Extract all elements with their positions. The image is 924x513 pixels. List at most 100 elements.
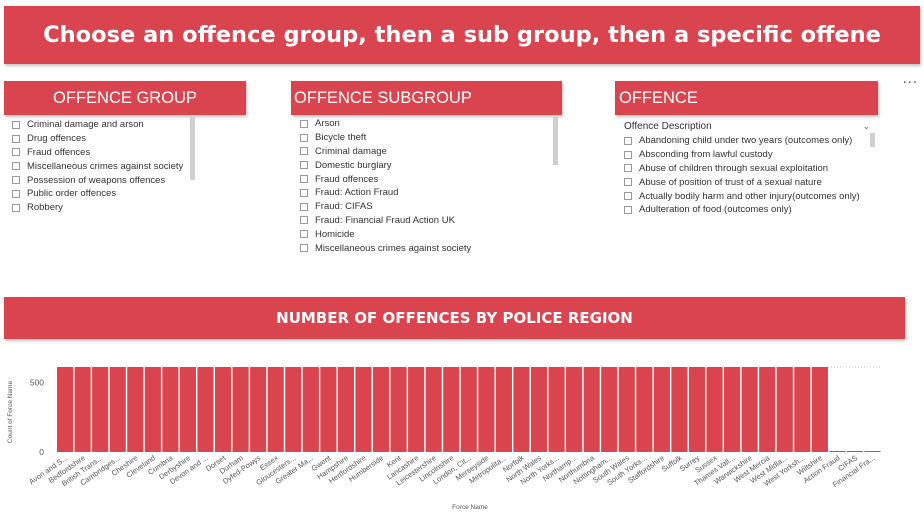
offence-subgroup-item[interactable]: Fraud: Action Fraud xyxy=(300,186,550,200)
offence-group-item-label: Fraud offences xyxy=(27,146,91,158)
offence-item-label: Actually bodily harm and other injury(ou… xyxy=(639,190,860,202)
checkbox[interactable] xyxy=(12,189,20,198)
offence-scrollbar[interactable] xyxy=(870,133,875,147)
bar xyxy=(618,366,635,452)
bar xyxy=(197,366,214,452)
offence-group-item[interactable]: Drug offences xyxy=(12,132,188,146)
checkbox[interactable] xyxy=(12,134,20,143)
offence-item-label: Absconding from lawful custody xyxy=(639,149,773,161)
offence-subgroup-list: Arson Bicycle theft Criminal damage Domesti… xyxy=(300,117,550,255)
bar xyxy=(57,366,74,452)
chart-header: NUMBER OF OFFENCES BY POLICE REGION xyxy=(4,297,905,339)
offence-subgroup-item[interactable]: Homicide xyxy=(300,227,550,241)
offence-subgroup-item[interactable]: Fraud: Financial Fraud Action UK xyxy=(300,214,550,228)
offence-subgroup-item[interactable]: Arson xyxy=(300,117,550,131)
bar xyxy=(285,366,302,452)
offence-subgroup-item-label: Bicycle theft xyxy=(315,132,367,144)
checkbox[interactable] xyxy=(300,147,308,156)
offence-item[interactable]: Abuse of children through sexual exploit… xyxy=(624,162,870,176)
bar xyxy=(688,366,706,452)
offence-subgroup-item[interactable]: Criminal damage xyxy=(300,145,550,159)
bar xyxy=(302,366,319,452)
checkbox[interactable] xyxy=(12,120,20,129)
bar xyxy=(759,366,776,452)
offence-group-item-label: Robbery xyxy=(27,202,63,212)
offence-subgroup-item[interactable]: Miscellaneous crimes against society xyxy=(300,241,550,255)
checkbox[interactable] xyxy=(624,205,632,214)
offence-item[interactable]: Absconding from lawful custody xyxy=(624,148,870,162)
offence-subgroup-item[interactable]: Bicycle theft xyxy=(300,131,550,145)
checkbox[interactable] xyxy=(12,176,20,185)
bar xyxy=(337,366,354,452)
bar xyxy=(653,366,670,452)
bar xyxy=(109,366,126,452)
offence-group-item-label: Criminal damage and arson xyxy=(27,119,144,131)
bar xyxy=(636,366,653,452)
offence-header: OFFENCE xyxy=(615,81,878,115)
bar xyxy=(127,366,144,452)
offence-group-item[interactable]: Possession of weapons offences xyxy=(12,173,188,187)
y-axis-title: Count of Force Name xyxy=(7,381,14,444)
bar xyxy=(776,366,793,452)
checkbox[interactable] xyxy=(624,164,632,173)
checkbox[interactable] xyxy=(624,150,632,159)
bar xyxy=(355,366,372,452)
offence-subgroup-item-label: Fraud: Action Fraud xyxy=(315,187,399,199)
checkbox[interactable] xyxy=(12,162,20,171)
checkbox[interactable] xyxy=(300,188,308,197)
bar xyxy=(671,366,688,452)
bar xyxy=(74,366,91,452)
checkbox[interactable] xyxy=(300,244,308,253)
checkbox[interactable] xyxy=(624,136,632,145)
offence-group-header: OFFENCE GROUP xyxy=(4,81,246,115)
offence-subgroup-item-label: Criminal damage xyxy=(315,145,387,157)
offence-group-item[interactable]: Fraud offences xyxy=(12,146,188,160)
bar xyxy=(443,366,460,452)
checkbox[interactable] xyxy=(624,192,632,201)
checkbox[interactable] xyxy=(300,119,308,128)
banner-title: Choose an offence group, then a sub grou… xyxy=(43,22,881,48)
offence-subgroup-scrollbar[interactable] xyxy=(553,117,558,165)
y-tick-label: 0 xyxy=(39,447,44,457)
offence-item[interactable]: Abuse of position of trust of a sexual n… xyxy=(624,175,870,189)
offence-group-item[interactable]: Robbery xyxy=(12,201,188,212)
checkbox[interactable] xyxy=(12,203,20,212)
bar xyxy=(425,366,442,452)
offence-item[interactable]: Adulteration of food (outcomes only) xyxy=(624,203,870,217)
more-options-icon[interactable]: ... xyxy=(902,72,918,87)
offence-item-label: Adulteration of food (outcomes only) xyxy=(639,204,792,216)
offence-group-item[interactable]: Criminal damage and arson xyxy=(12,118,188,132)
offence-group-scrollbar[interactable] xyxy=(190,117,195,180)
checkbox[interactable] xyxy=(300,216,308,225)
offence-item[interactable]: Actually bodily harm and other injury(ou… xyxy=(624,189,870,203)
offence-item-label: Abuse of children through sexual exploit… xyxy=(639,162,829,174)
checkbox[interactable] xyxy=(300,202,308,211)
offence-group-item[interactable]: Miscellaneous crimes against society xyxy=(12,159,188,173)
offence-subgroup-item[interactable]: Fraud: CIFAS xyxy=(300,200,550,214)
checkbox[interactable] xyxy=(300,133,308,142)
offence-subgroup-item[interactable]: Fraud offences xyxy=(300,172,550,186)
chevron-down-icon[interactable]: ⌄ xyxy=(862,120,870,131)
offence-item[interactable]: Abandoning child under two years (outcom… xyxy=(624,134,870,148)
offence-subgroup-item-label: Arson xyxy=(315,118,340,130)
bar xyxy=(250,366,267,452)
offence-description-dropdown[interactable]: Offence Description ⌄ xyxy=(624,120,870,132)
bar xyxy=(144,366,161,452)
instruction-banner: Choose an offence group, then a sub grou… xyxy=(4,6,920,64)
offence-group-item[interactable]: Public order offences xyxy=(12,187,188,201)
bar xyxy=(829,451,846,452)
checkbox[interactable] xyxy=(300,175,308,184)
offence-subgroup-header: OFFENCE SUBGROUP xyxy=(291,81,562,115)
bar xyxy=(724,366,741,452)
checkbox[interactable] xyxy=(12,148,20,157)
offence-subgroup-item[interactable]: Domestic burglary xyxy=(300,158,550,172)
bar xyxy=(320,366,337,452)
bar xyxy=(548,366,565,452)
offence-group-item-label: Miscellaneous crimes against society xyxy=(27,160,184,172)
checkbox[interactable] xyxy=(300,161,308,170)
checkbox[interactable] xyxy=(624,178,632,187)
checkbox[interactable] xyxy=(300,230,308,239)
offence-subgroup-item-label: Fraud offences xyxy=(315,173,379,185)
bar xyxy=(811,366,828,452)
